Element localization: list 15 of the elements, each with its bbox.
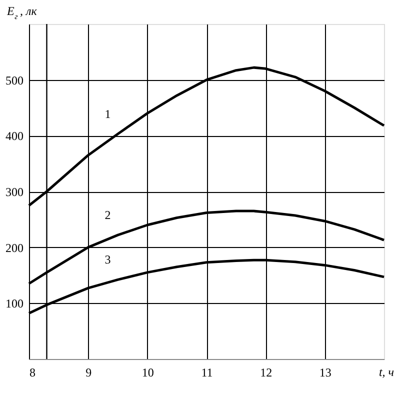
x-tick-label: 13 xyxy=(319,366,332,380)
x-tick-label: 11 xyxy=(201,366,213,380)
y-tick-label: 400 xyxy=(6,129,24,144)
series-label: 2 xyxy=(104,208,111,222)
y-tick-label: 500 xyxy=(6,73,24,88)
series-label: 1 xyxy=(104,106,111,121)
y-tick-label: 100 xyxy=(6,296,24,311)
x-axis-title: t, ч xyxy=(378,365,394,379)
x-tick-label: 10 xyxy=(142,366,154,380)
x-tick-label: 9 xyxy=(86,366,92,380)
x-tick-label: 12 xyxy=(260,366,272,380)
x-tick-label: 8 xyxy=(30,366,36,380)
y-tick-label: 200 xyxy=(6,240,24,255)
y-tick-label: 300 xyxy=(6,185,24,199)
series-label: 3 xyxy=(104,252,111,267)
